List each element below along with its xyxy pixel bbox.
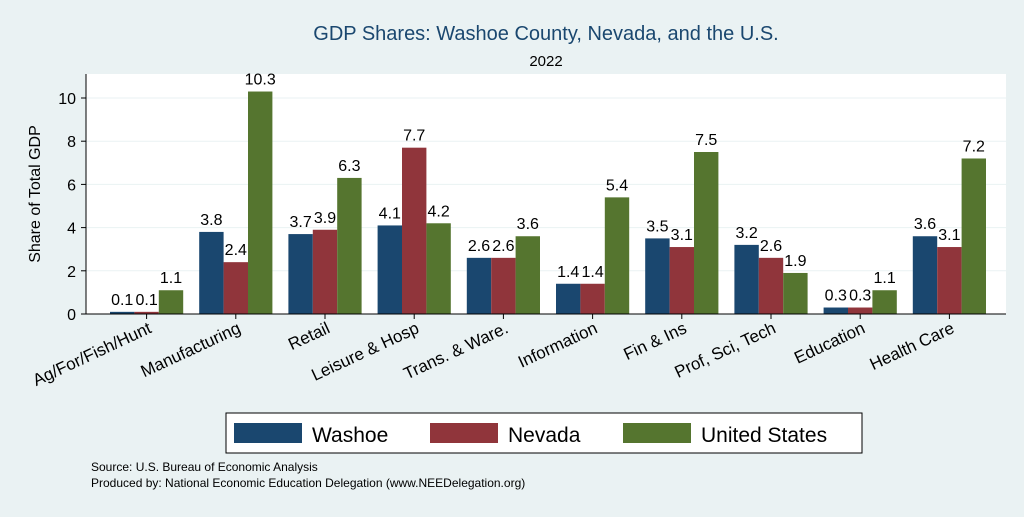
bar-value-label: 3.1 [671, 227, 693, 244]
bar-value-label: 1.4 [557, 264, 579, 281]
bar [312, 229, 338, 314]
bar [337, 177, 362, 314]
bar-value-label: 2.6 [760, 238, 782, 255]
bar-value-label: 0.3 [849, 288, 871, 305]
bar [758, 257, 784, 314]
bar-value-label: 7.5 [695, 132, 717, 149]
bar [556, 283, 581, 314]
legend-swatch [234, 423, 302, 443]
bar-value-label: 6.3 [338, 158, 360, 175]
bar [872, 290, 897, 314]
x-tick-label: Fin & Ins [621, 318, 690, 364]
x-tick-label: Health Care [867, 318, 957, 374]
bar [669, 247, 694, 314]
legend-swatch [430, 423, 498, 443]
bar-value-label: 1.1 [160, 270, 182, 287]
bar-value-label: 0.1 [111, 292, 133, 309]
y-tick-label: 6 [67, 177, 76, 194]
source-note: Source: U.S. Bureau of Economic Analysis [91, 460, 318, 474]
bar [912, 236, 938, 314]
bar-value-label: 2.4 [225, 242, 247, 259]
bar-value-label: 4.1 [379, 205, 401, 222]
bar [961, 158, 986, 314]
bar [694, 152, 719, 314]
bar [248, 91, 273, 315]
bar [491, 257, 516, 314]
legend: Washoe Nevada United States [225, 412, 863, 454]
bar-value-label: 0.1 [135, 292, 157, 309]
bar [515, 236, 540, 314]
legend-box [225, 412, 863, 454]
bar [223, 262, 248, 314]
bar [823, 307, 848, 314]
bar [377, 225, 402, 314]
bar [426, 223, 451, 314]
bar [134, 311, 159, 314]
bar-value-label: 3.1 [938, 227, 960, 244]
bar-value-label: 1.9 [784, 253, 806, 270]
bar-value-label: 1.1 [873, 270, 895, 287]
chart-title: GDP Shares: Washoe County, Nevada, and t… [313, 23, 778, 45]
y-tick-label: 10 [58, 91, 76, 108]
x-tick-label: Ag/For/Fish/Hunt [30, 318, 155, 390]
bar-value-label: 3.9 [314, 210, 336, 227]
bar [937, 247, 962, 314]
bar [734, 244, 759, 314]
legend-label: Washoe [312, 424, 388, 447]
bar-value-label: 3.8 [200, 212, 222, 229]
bar-value-label: 3.5 [646, 218, 668, 235]
bar-value-label: 2.6 [492, 238, 514, 255]
bar [110, 311, 135, 314]
bar-value-label: 7.7 [403, 128, 425, 145]
bar-value-label: 10.3 [245, 72, 276, 89]
y-tick-label: 4 [67, 221, 76, 238]
legend-swatch [623, 423, 691, 443]
bar-value-label: 3.7 [289, 214, 311, 231]
bar [580, 283, 605, 314]
bar-value-label: 3.2 [735, 225, 757, 242]
bar-value-label: 5.4 [606, 177, 628, 194]
bars-layer: 0.1 0.11.13.82.410.33.7 3.96.34.17.74.22.6… [110, 72, 986, 315]
bar [158, 290, 184, 314]
x-tick-label: Retail [285, 318, 332, 354]
bar [288, 234, 313, 314]
bar [645, 238, 670, 314]
x-tick-label: Education [791, 318, 868, 367]
legend-label: United States [701, 424, 827, 447]
bar [604, 197, 630, 314]
bar-value-label: 1.4 [581, 264, 603, 281]
bar-value-label: 2.6 [468, 238, 490, 255]
bar [848, 307, 873, 314]
y-axis: 0 2 4 6 8 10 [58, 74, 87, 324]
x-tick-label: Information [515, 318, 600, 371]
produced-by-note: Produced by: National Economic Education… [91, 476, 526, 490]
y-axis-label: Share of Total GDP [27, 125, 44, 263]
chart-subtitle: 2022 [529, 53, 562, 70]
bar-value-label: 3.6 [517, 216, 539, 233]
bar-value-label: 3.6 [914, 216, 936, 233]
bar [199, 231, 224, 314]
y-tick-label: 2 [67, 264, 76, 281]
x-tick-label: Manufacturing [138, 318, 244, 381]
bar-value-label: 0.3 [825, 288, 847, 305]
bar [466, 257, 492, 314]
bar-value-label: 4.2 [427, 203, 449, 220]
bar [783, 272, 808, 314]
bar [402, 147, 427, 314]
bar-value-label: 7.2 [963, 138, 985, 155]
legend-label: Nevada [508, 424, 581, 447]
y-tick-label: 0 [67, 307, 76, 324]
x-tick-label: Prof, Sci, Tech [672, 318, 779, 381]
y-tick-label: 8 [67, 134, 76, 151]
